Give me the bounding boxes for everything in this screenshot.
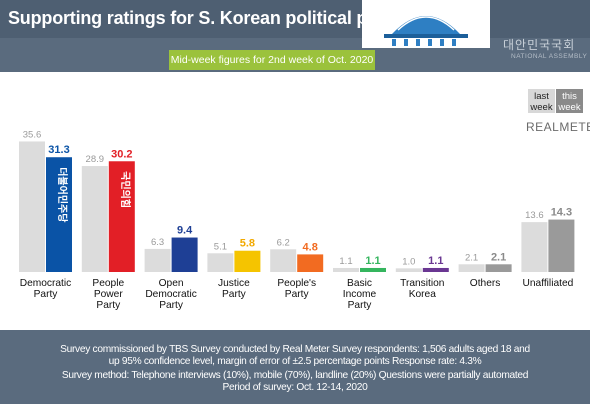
bar-last-week-justice-party bbox=[207, 253, 234, 272]
bar-last-week-open-democratic-party bbox=[144, 248, 171, 272]
legend-this-week-line1: this bbox=[562, 91, 577, 102]
category-label-people-power-party: People bbox=[92, 278, 124, 289]
value-label-last-week-transition-korea: 1.0 bbox=[402, 256, 415, 267]
category-label-transition-korea: Korea bbox=[409, 289, 437, 300]
value-label-this-week-people-power-party: 30.2 bbox=[111, 148, 132, 160]
value-label-this-week-others: 2.1 bbox=[491, 251, 506, 263]
value-label-last-week-justice-party: 5.1 bbox=[214, 241, 227, 252]
value-label-last-week-democratic-party: 35.6 bbox=[23, 129, 42, 140]
category-label-unaffiliated: Unaffiliated bbox=[523, 278, 574, 289]
bar-this-week-others bbox=[485, 264, 512, 272]
bar-this-week-people-s-party bbox=[297, 254, 324, 272]
value-label-this-week-justice-party: 5.8 bbox=[240, 238, 255, 250]
assembly-english-label: NATIONAL ASSEMBLY bbox=[511, 53, 588, 60]
footer-line-3: Survey method: Telephone interviews (10%… bbox=[61, 370, 529, 381]
legend-this-week: this week bbox=[556, 89, 583, 113]
assembly-korean-label: 대안민국국회 bbox=[503, 38, 576, 52]
legend-last-week-line2: week bbox=[530, 102, 553, 113]
survey-footer bbox=[0, 330, 590, 404]
bar-last-week-democratic-party bbox=[19, 141, 45, 272]
category-label-transition-korea: Transition bbox=[400, 278, 444, 289]
value-label-last-week-people-power-party: 28.9 bbox=[86, 154, 105, 165]
category-label-people-s-party: People's bbox=[277, 278, 316, 289]
bar-this-week-justice-party bbox=[234, 250, 261, 272]
value-label-last-week-open-democratic-party: 6.3 bbox=[151, 237, 164, 248]
party-logo-democratic-party: 더불어민주당 bbox=[56, 167, 69, 223]
realmeter-brand: REALMETER bbox=[526, 120, 590, 134]
legend-this-week-line2: week bbox=[558, 102, 581, 113]
category-label-people-s-party: Party bbox=[285, 289, 310, 300]
national-assembly-dome-icon bbox=[362, 0, 490, 48]
bar-this-week-people-power-party bbox=[108, 161, 135, 272]
bar-this-week-basic-income-party bbox=[360, 267, 386, 272]
bar-last-week-basic-income-party bbox=[333, 267, 359, 272]
header-stripe bbox=[0, 0, 590, 38]
header-banner: Supporting ratings for S. Korean politic… bbox=[0, 0, 590, 72]
category-label-people-power-party: Power bbox=[94, 289, 123, 300]
footer-line-1: Survey commissioned by TBS Survey conduc… bbox=[60, 344, 530, 355]
category-label-basic-income-party: Basic bbox=[347, 278, 372, 289]
value-label-this-week-unaffiliated: 14.3 bbox=[551, 207, 572, 219]
party-logo-people-power-party: 국민의힘 bbox=[119, 171, 132, 208]
footer-line-2: up 95% confidence level, margin of error… bbox=[108, 356, 482, 367]
value-label-this-week-transition-korea: 1.1 bbox=[428, 255, 443, 267]
bar-last-week-unaffiliated bbox=[521, 222, 548, 272]
subtitle-badge: Mid-week figures for 2nd week of Oct. 20… bbox=[169, 50, 375, 70]
bar-last-week-people-power-party bbox=[81, 166, 108, 272]
category-label-democratic-party: Democratic bbox=[20, 278, 72, 289]
value-label-this-week-open-democratic-party: 9.4 bbox=[177, 225, 193, 237]
bar-last-week-people-s-party bbox=[270, 249, 297, 272]
value-label-last-week-others: 2.1 bbox=[465, 252, 478, 263]
legend-last-week: last week bbox=[528, 89, 555, 113]
legend-last-week-line1: last bbox=[534, 91, 549, 102]
category-label-basic-income-party: Party bbox=[348, 300, 373, 311]
value-label-last-week-unaffiliated: 13.6 bbox=[525, 210, 544, 221]
page-title: Supporting ratings for S. Korean politic… bbox=[8, 8, 415, 28]
value-label-last-week-people-s-party: 6.2 bbox=[277, 237, 290, 248]
category-label-others: Others bbox=[470, 278, 501, 289]
category-label-open-democratic-party: Democratic bbox=[145, 289, 197, 300]
category-label-basic-income-party: Income bbox=[343, 289, 377, 300]
bar-this-week-open-democratic-party bbox=[171, 237, 198, 272]
category-label-justice-party: Party bbox=[222, 289, 247, 300]
footer-line-4: Period of survey: Oct. 12-14, 2020 bbox=[222, 382, 368, 393]
bar-this-week-democratic-party bbox=[46, 157, 72, 272]
bar-last-week-transition-korea bbox=[395, 268, 422, 272]
category-label-open-democratic-party: Party bbox=[159, 300, 184, 311]
bar-this-week-transition-korea bbox=[422, 267, 449, 272]
value-label-this-week-basic-income-party: 1.1 bbox=[365, 255, 380, 267]
category-label-democratic-party: Party bbox=[34, 289, 59, 300]
value-label-last-week-basic-income-party: 1.1 bbox=[339, 256, 352, 267]
bar-this-week-unaffiliated bbox=[548, 219, 575, 272]
bar-last-week-others bbox=[458, 264, 485, 272]
value-label-this-week-democratic-party: 31.3 bbox=[48, 144, 69, 156]
category-label-people-power-party: Party bbox=[96, 300, 121, 311]
category-label-open-democratic-party: Open bbox=[159, 278, 184, 289]
category-label-justice-party: Justice bbox=[218, 278, 250, 289]
value-label-this-week-people-s-party: 4.8 bbox=[303, 241, 318, 253]
